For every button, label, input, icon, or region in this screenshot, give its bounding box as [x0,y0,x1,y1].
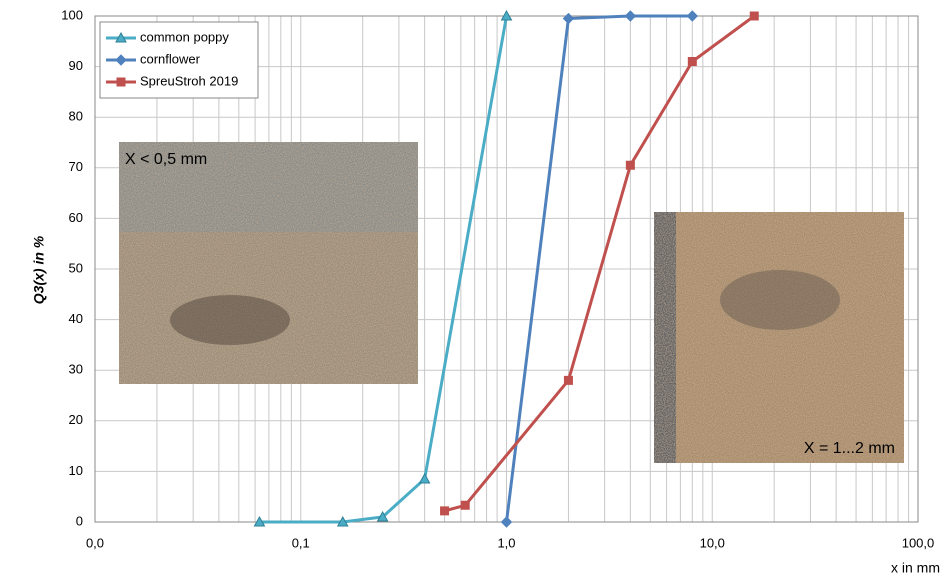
marker [253,515,266,527]
marker [500,9,513,21]
marker [562,12,575,25]
marker [336,515,349,527]
y-tick-label: 60 [69,210,83,225]
marker [115,31,127,43]
marker [116,77,126,87]
marker [440,506,450,516]
marker [624,10,637,22]
y-tick-label: 50 [69,260,83,275]
annotation: X = 1...2 mm [804,440,895,457]
marker [625,160,635,170]
y-tick-label: 70 [69,159,83,174]
annotation: X < 0,5 mm [125,151,207,168]
y-tick-label: 30 [69,362,83,377]
legend-label: SpreuStroh 2019 [140,73,238,88]
y-tick-label: 80 [69,109,83,124]
marker [115,54,127,66]
x-tick-label: 0,1 [292,535,310,550]
marker [460,500,470,510]
marker [749,11,759,21]
y-tick-label: 0 [76,513,83,528]
y-tick-label: 40 [69,311,83,326]
photo-fine [119,142,418,384]
marker [418,472,431,484]
y-tick-label: 100 [61,7,83,22]
series-line [505,14,693,523]
y-tick-label: 20 [69,412,83,427]
legend-label: cornflower [140,51,201,66]
photo-coarse [654,212,904,463]
marker [500,516,513,528]
x-tick-label: 1,0 [497,535,515,550]
marker [376,510,389,522]
y-tick-label: 10 [69,463,83,478]
y-axis-label: Q3(x) in % [31,235,47,304]
x-tick-label: 100,0 [902,535,935,550]
x-tick-label: 10,0 [700,535,725,550]
marker [687,57,697,67]
marker [686,10,699,22]
legend-label: common poppy [140,29,229,44]
x-axis-label: x in mm [891,560,940,576]
x-tick-label: 0,0 [86,535,104,550]
y-tick-label: 90 [69,58,83,73]
marker [563,375,573,385]
